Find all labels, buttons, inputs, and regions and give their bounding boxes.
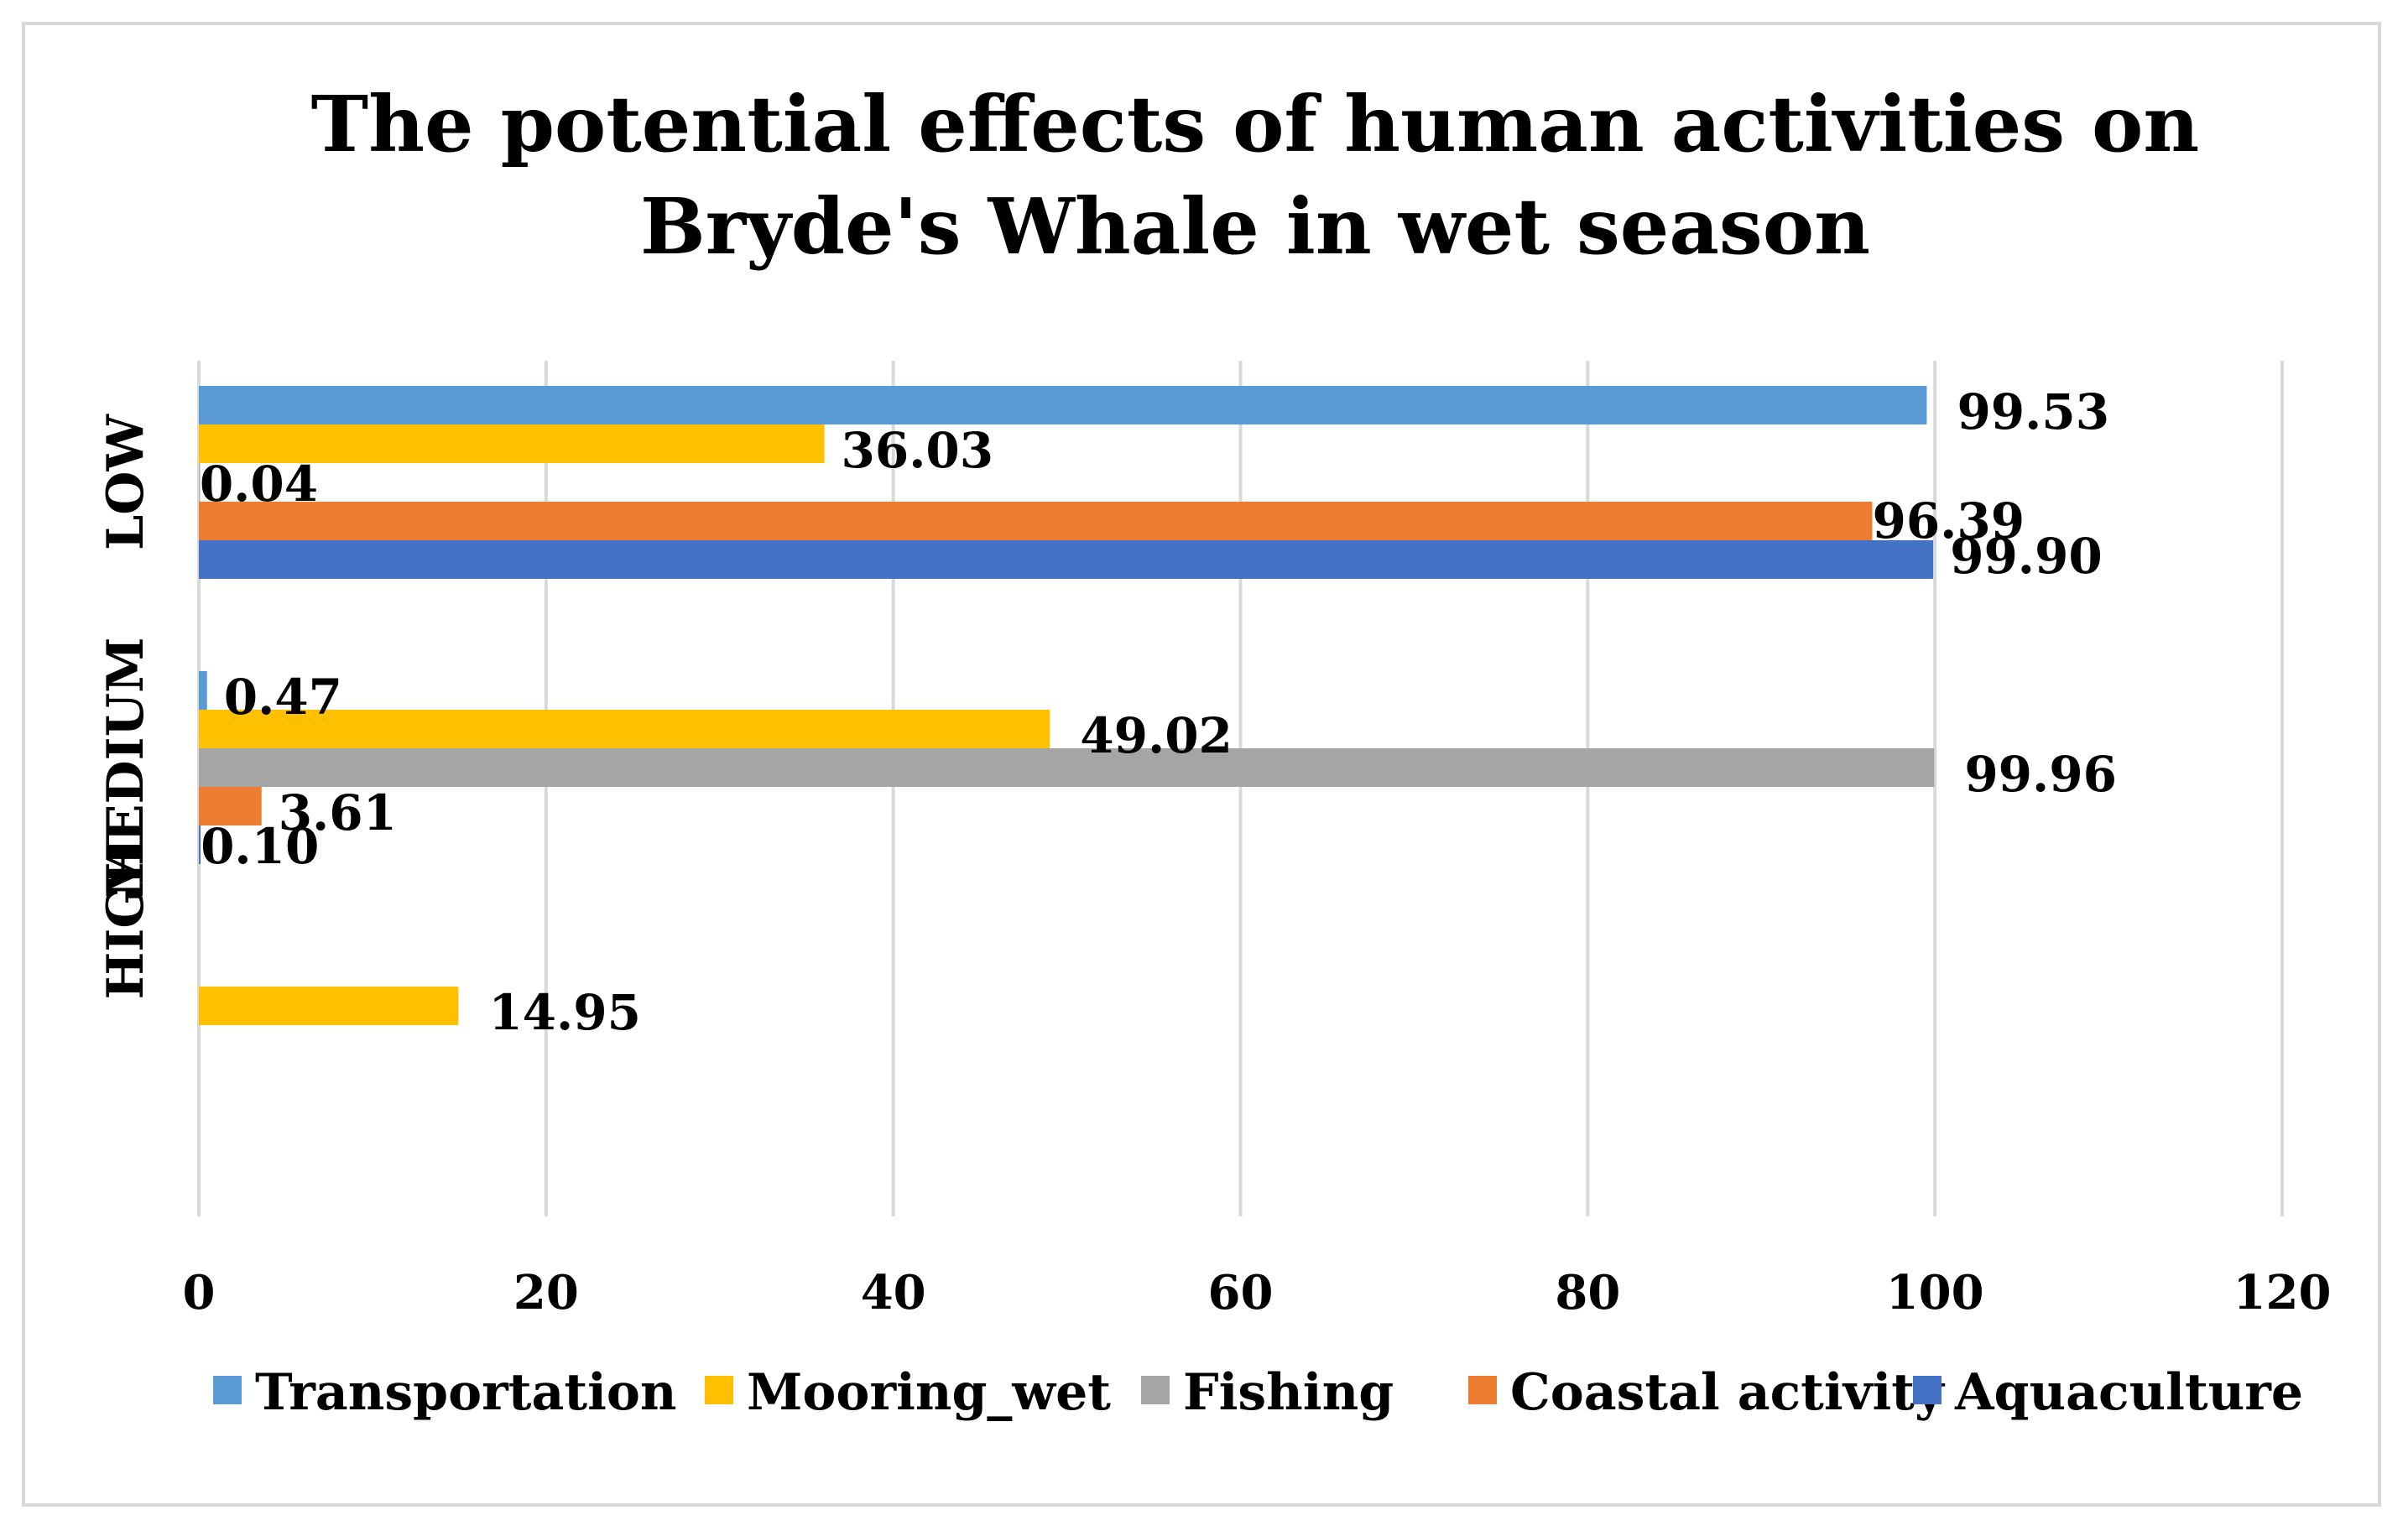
bar-medium-mooring-wet [199,710,1050,748]
bar-low-coastal-activity [199,502,1873,540]
data-label-low-aquaculture: 99.90 [1950,528,2103,585]
category-label-medium: MEDIUM [96,638,155,898]
bar-medium-aquaculture [199,825,201,864]
legend-swatch-coastal-activity [1468,1376,1497,1404]
legend-swatch-fishing [1141,1376,1170,1404]
legend-label-transportation: Transportation [255,1363,677,1422]
data-label-medium-coastal-activity: 3.61 [279,784,397,841]
data-label-medium-transportation: 0.47 [224,669,342,726]
bar-low-mooring-wet [199,424,825,463]
data-label-low-mooring-wet: 36.03 [842,422,994,479]
x-tick-label-0: 0 [183,1265,216,1320]
bar-medium-coastal-activity [199,787,262,825]
bar-medium-fishing [199,748,1935,787]
data-label-high-mooring-wet: 14.95 [488,984,641,1041]
x-tick-label-20: 20 [513,1265,579,1320]
x-tick-label-40: 40 [861,1265,926,1320]
category-label-high: HIGH [96,838,155,1000]
data-label-low-fishing: 0.04 [200,456,318,513]
data-label-medium-mooring-wet: 49.02 [1080,707,1233,764]
legend-label-mooring-wet: Mooring_wet [747,1363,1111,1422]
category-label-low: LOW [96,413,155,549]
bar-low-aquaculture [199,540,1934,579]
x-tick-label-60: 60 [1208,1265,1274,1320]
chart-title-line-1: The potential effects of human activitie… [311,79,2200,169]
x-tick-label-100: 100 [1886,1265,1984,1320]
bar-high-mooring-wet [199,987,459,1025]
legend-swatch-aquaculture [1913,1376,1942,1404]
x-tick-label-120: 120 [2233,1265,2332,1320]
chart-title-line-2: Bryde's Whale in wet season [640,181,1870,272]
legend-label-coastal-activity: Coastal activity [1510,1363,1946,1422]
bar-low-transportation [199,386,1927,424]
chart-frame: 99.53 36.03 0.04 96.39 99.90 0.47 49.02 99.96 3.… [22,22,2381,1507]
legend-label-aquaculture: Aquaculture [1954,1363,2303,1422]
legend-label-fishing: Fishing [1183,1363,1394,1422]
x-tick-label-80: 80 [1555,1265,1620,1320]
data-label-medium-aquaculture: 0.10 [201,818,319,875]
data-label-low-coastal-activity: 96.39 [1872,492,2025,549]
bar-low-fishing [199,463,200,502]
legend-swatch-mooring-wet [705,1376,733,1404]
legend-swatch-transportation [213,1376,242,1404]
data-label-low-transportation: 99.53 [1957,383,2109,440]
data-label-medium-fishing: 99.96 [1964,746,2117,803]
bar-medium-transportation [199,671,207,710]
